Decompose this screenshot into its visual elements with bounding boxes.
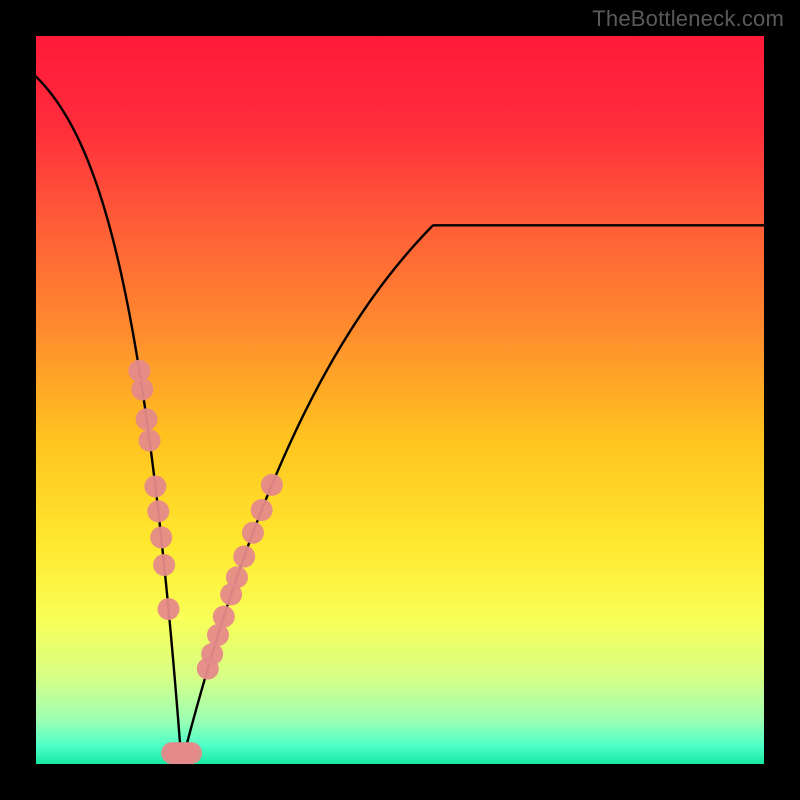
bottleneck-chart xyxy=(0,0,800,800)
chart-stage: TheBottleneck.com xyxy=(0,0,800,800)
watermark-text: TheBottleneck.com xyxy=(592,6,784,32)
